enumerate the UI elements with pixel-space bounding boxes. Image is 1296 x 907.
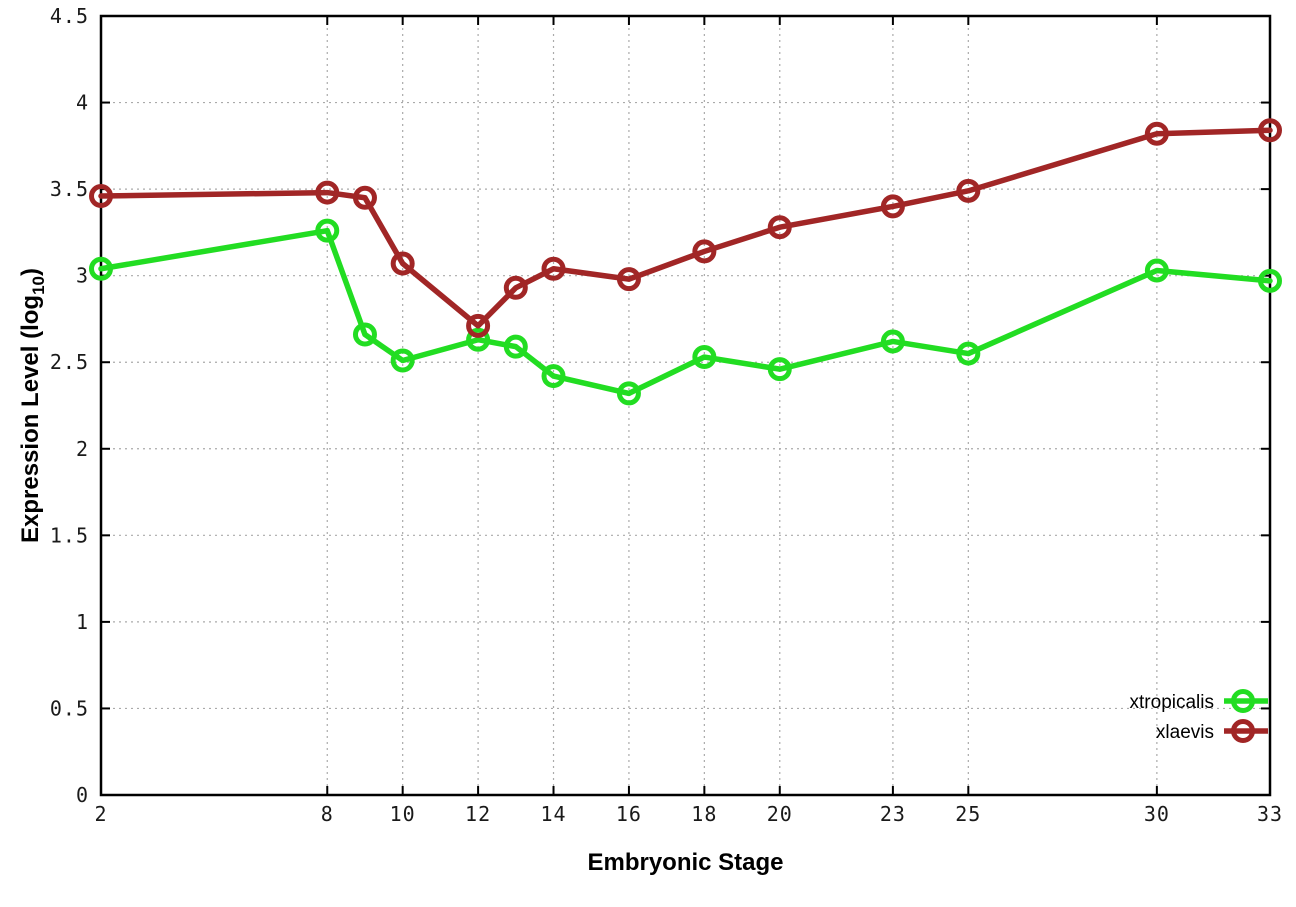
- data-point-xtropicalis: [466, 327, 491, 352]
- x-tick-label: 8: [321, 802, 334, 826]
- data-point-xlaevis: [956, 178, 981, 203]
- x-tick-label: 20: [767, 802, 793, 826]
- plot-border: [99, 14, 1272, 797]
- y-tick-label: 1: [76, 610, 89, 634]
- x-tick-label: 14: [540, 802, 566, 826]
- y-tick-label: 2.5: [50, 350, 89, 374]
- x-tick-label: 10: [390, 802, 416, 826]
- y-tick-label: 2: [76, 437, 89, 461]
- x-tick-label: 12: [465, 802, 491, 826]
- data-point-xlaevis: [352, 185, 377, 210]
- x-tick-label: 23: [880, 802, 906, 826]
- y-tick-label: 0: [76, 783, 89, 807]
- y-tick-label: 0.5: [50, 696, 89, 720]
- legend-sample-marker-xlaevis: [1231, 719, 1255, 743]
- data-point-xlaevis: [767, 215, 792, 240]
- data-point-xtropicalis: [767, 357, 792, 382]
- data-point-xlaevis: [1258, 118, 1282, 143]
- data-point-xlaevis: [616, 267, 641, 292]
- data-point-xlaevis: [503, 275, 528, 300]
- x-axis-title: Embryonic Stage: [587, 849, 783, 876]
- y-tick-label: 4.5: [50, 4, 89, 28]
- legend-label-xtropicalis: xtropicalis: [1130, 692, 1214, 713]
- x-tick-label: 33: [1257, 802, 1283, 826]
- y-axis-title: Expression Level (log10): [17, 268, 48, 543]
- series-line-xlaevis: [98, 127, 1273, 329]
- data-point-xtropicalis: [503, 334, 528, 359]
- data-point-xlaevis: [880, 194, 905, 219]
- data-point-xtropicalis: [541, 364, 566, 389]
- x-tick-label: 16: [616, 802, 642, 826]
- data-point-xlaevis: [390, 251, 415, 276]
- data-point-xtropicalis: [1258, 268, 1282, 293]
- y-tick-label: 4: [76, 91, 89, 115]
- x-tick-label: 2: [94, 802, 107, 826]
- data-point-xlaevis: [541, 256, 566, 281]
- x-tick-label: 30: [1144, 802, 1170, 826]
- legend-sample-marker-xtropicalis: [1231, 689, 1255, 713]
- data-point-xtropicalis: [692, 345, 717, 370]
- data-point-xtropicalis: [352, 322, 377, 347]
- series-line-xtropicalis: [98, 227, 1273, 397]
- data-point-xlaevis: [1144, 121, 1169, 146]
- x-tick-label: 18: [691, 802, 717, 826]
- data-point-xtropicalis: [89, 256, 113, 281]
- data-point-xlaevis: [315, 180, 340, 205]
- data-point-xtropicalis: [616, 381, 641, 406]
- y-tick-label: 3.5: [50, 177, 89, 201]
- y-tick-label: 1.5: [50, 523, 89, 547]
- data-point-xtropicalis: [956, 341, 981, 366]
- data-point-xtropicalis: [880, 329, 905, 354]
- data-point-xlaevis: [466, 313, 491, 338]
- x-tick-label: 25: [955, 802, 981, 826]
- data-point-xtropicalis: [315, 218, 340, 243]
- data-point-xlaevis: [89, 184, 113, 209]
- data-point-xtropicalis: [390, 348, 415, 373]
- y-tick-label: 3: [76, 264, 89, 288]
- data-point-xtropicalis: [1144, 258, 1169, 283]
- data-point-xlaevis: [692, 239, 717, 264]
- legend-label-xlaevis: xlaevis: [1156, 722, 1214, 743]
